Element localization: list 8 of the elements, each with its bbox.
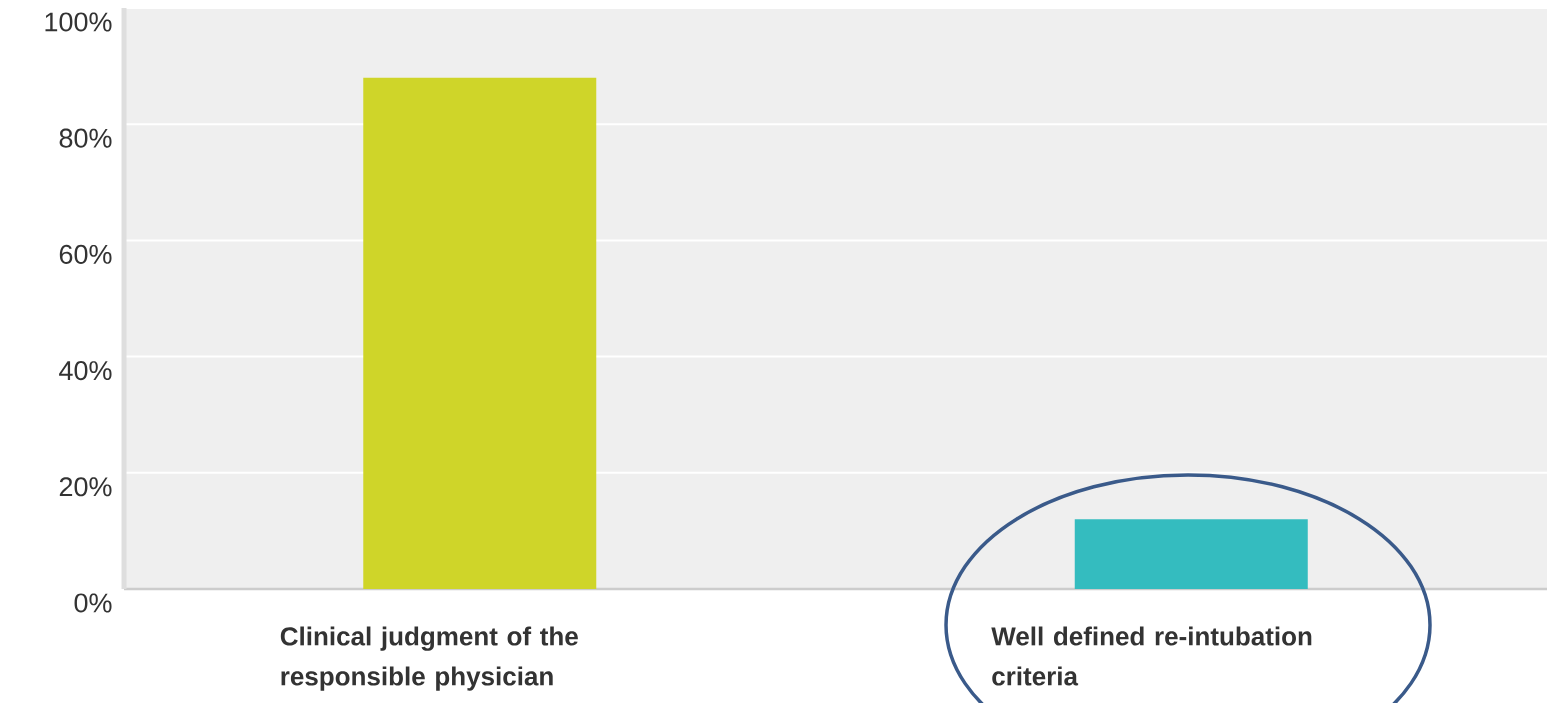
x-tick-label: Clinical judgment of the responsible physician: [280, 626, 578, 691]
y-tick-label: 40%: [59, 361, 112, 381]
y-tick-label: 60%: [59, 244, 112, 264]
y-tick-label: 100%: [45, 12, 112, 32]
y-tick-label: 0%: [74, 593, 112, 613]
y-tick-label: 20%: [59, 477, 112, 497]
y-tick-label: 80%: [59, 128, 112, 148]
x-tick-label: Well defined re-intubation criteria: [991, 626, 1312, 686]
